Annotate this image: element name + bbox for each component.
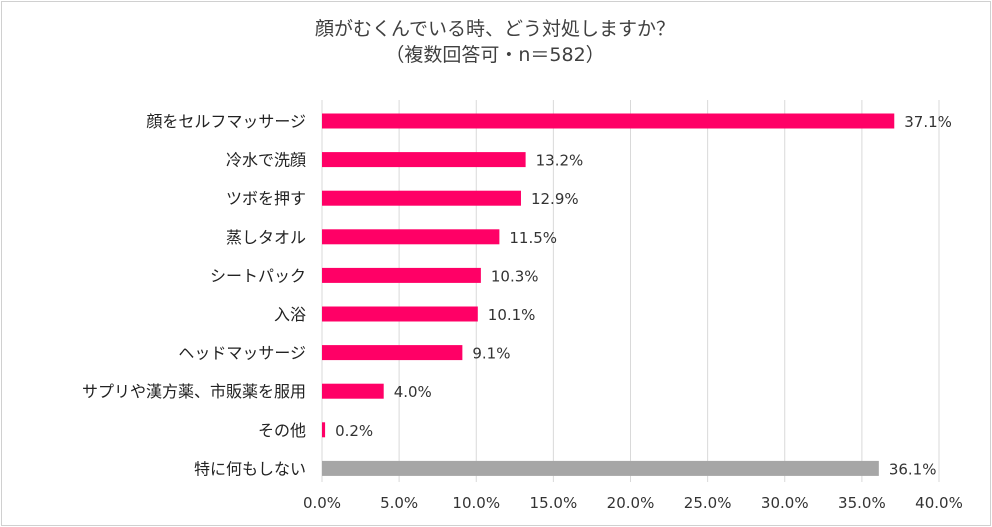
- bar: [322, 113, 895, 129]
- data-label: 12.9%: [531, 190, 579, 208]
- x-tick-label: 20.0%: [607, 494, 655, 512]
- category-label: 蒸しタオル: [226, 228, 306, 247]
- x-tick-label: 35.0%: [838, 494, 886, 512]
- bar: [322, 345, 463, 361]
- category-label: 冷水で洗顔: [226, 151, 306, 170]
- x-axis-ticks: 0.0% 5.0% 10.0% 15.0% 20.0% 25.0% 30.0% 35.0% 40…: [303, 494, 963, 512]
- chart-title: 顔がむくんでいる時、どう対処しますか？: [314, 18, 676, 40]
- data-label: 9.1%: [472, 345, 510, 363]
- category-label: シートパック: [210, 266, 306, 285]
- x-tick-label: 10.0%: [452, 494, 500, 512]
- x-tick-label: 40.0%: [915, 494, 963, 512]
- category-label: ツボを押す: [226, 189, 306, 208]
- x-tick-label: 15.0%: [530, 494, 578, 512]
- category-label: 入浴: [274, 305, 306, 324]
- category-label: 特に何もしない: [194, 459, 306, 478]
- bar: [322, 190, 521, 206]
- data-label: 37.1%: [904, 113, 952, 131]
- category-label: 顔をセルフマッサージ: [146, 112, 306, 131]
- data-label: 11.5%: [509, 229, 557, 247]
- data-label: 4.0%: [394, 383, 432, 401]
- category-label: ヘッドマッサージ: [178, 344, 306, 363]
- bar: [322, 306, 478, 322]
- data-label: 36.1%: [889, 460, 937, 478]
- data-label: 13.2%: [536, 152, 584, 170]
- category-labels: 顔をセルフマッサージ冷水で洗顔ツボを押す蒸しタオルシートパック入浴ヘッドマッサー…: [82, 112, 306, 478]
- data-label: 10.1%: [488, 306, 536, 324]
- x-tick-label: 5.0%: [380, 494, 418, 512]
- x-tick-label: 0.0%: [303, 494, 341, 512]
- data-label: 0.2%: [335, 422, 373, 440]
- value-labels: 37.1% 13.2% 12.9% 11.5% 10.3% 10.1% 9.1% 4.0% 0.…: [335, 113, 952, 478]
- x-tick-label: 30.0%: [761, 494, 809, 512]
- bar: [322, 152, 526, 168]
- category-label: サプリや漢方薬、市販薬を服用: [82, 382, 306, 401]
- data-label: 10.3%: [491, 267, 539, 285]
- chart-subtitle: （複数回答可・n＝582）: [385, 44, 605, 66]
- bars: [322, 113, 895, 476]
- x-tick-label: 25.0%: [684, 494, 732, 512]
- bar: [322, 267, 481, 283]
- category-label: その他: [258, 421, 306, 440]
- bar: [322, 229, 500, 245]
- bar: [322, 422, 326, 438]
- bar: [322, 460, 879, 476]
- bar: [322, 383, 384, 399]
